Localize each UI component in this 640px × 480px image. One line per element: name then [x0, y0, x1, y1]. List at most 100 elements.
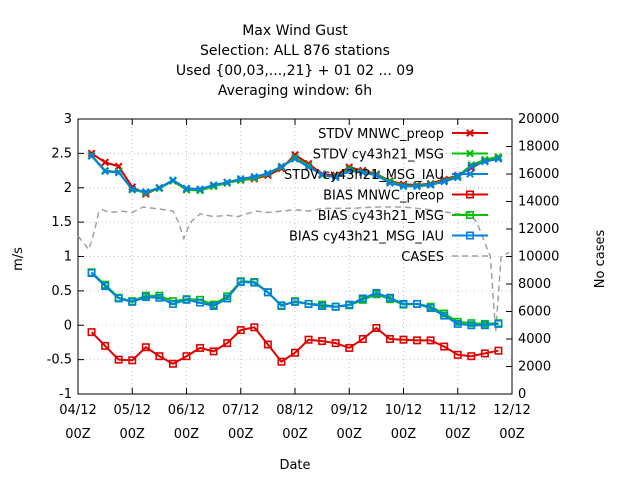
- data-point: [413, 299, 422, 308]
- data-point: [277, 357, 286, 366]
- legend-item: STDV cy43h21_MSG: [313, 148, 488, 163]
- data-point: [290, 348, 299, 357]
- data-point: [413, 182, 421, 191]
- x-axis-label: Date: [279, 458, 310, 473]
- x-tick-label: 00Z: [65, 427, 91, 442]
- data-point: [101, 341, 110, 350]
- x-tick-label: 00Z: [445, 427, 471, 442]
- data-point: [168, 299, 177, 308]
- data-point: [114, 355, 123, 364]
- y2-tick-label: 8000: [518, 277, 551, 292]
- x-tick-label: 00Z: [282, 427, 308, 442]
- data-point: [372, 288, 381, 297]
- data-point: [263, 288, 272, 297]
- y2-tick-label: 0: [518, 387, 526, 402]
- data-series: [77, 149, 510, 368]
- data-point: [426, 304, 435, 313]
- y2-tick-label: 14000: [518, 195, 559, 210]
- y2-tick-label: 6000: [518, 305, 551, 320]
- data-point: [426, 336, 435, 345]
- data-point: [467, 352, 476, 361]
- legend-item: BIAS MNWC_preop: [323, 189, 488, 204]
- x-tick-label: 06/12: [168, 403, 205, 418]
- title-line: Selection: ALL 876 stations: [200, 43, 390, 59]
- data-point: [250, 278, 259, 287]
- series-line: [90, 326, 499, 365]
- data-point: [399, 182, 408, 191]
- data-point: [304, 335, 313, 344]
- data-point: [155, 183, 164, 192]
- data-point: [413, 336, 422, 345]
- x-tick-label: 00Z: [228, 427, 254, 442]
- x-tick-label: 04/12: [59, 403, 96, 418]
- data-point: [223, 178, 232, 187]
- data-point: [331, 339, 340, 348]
- data-point: [236, 174, 245, 183]
- legend-marker: [465, 231, 474, 240]
- legend-label: STDV cy43h21_MSG_IAU: [284, 168, 444, 183]
- y-tick-label: 1: [64, 250, 72, 265]
- data-point: [87, 268, 96, 277]
- y-axis-label: m/s: [11, 247, 26, 271]
- x-tick-label: 00Z: [120, 427, 146, 442]
- x-tick-label: 00Z: [499, 427, 525, 442]
- legend-label: BIAS cy43h21_MSG_IAU: [289, 230, 444, 245]
- data-point: [223, 294, 232, 303]
- data-point: [453, 173, 462, 182]
- data-point: [209, 181, 218, 189]
- x-tick-label: 05/12: [114, 403, 151, 418]
- data-point: [236, 326, 245, 335]
- y2-axis-ticks: 0 2000 4000 6000 8000 10000 12000 14000 16000 180…: [506, 112, 559, 402]
- y-tick-label: 0: [64, 318, 72, 333]
- data-point: [440, 311, 449, 320]
- y-tick-label: -0.5: [47, 353, 72, 368]
- data-point: [345, 166, 354, 175]
- legend-label: BIAS MNWC_preop: [323, 189, 444, 204]
- data-point: [358, 294, 367, 303]
- legend-label: STDV MNWC_preop: [318, 127, 444, 142]
- data-point: [223, 339, 232, 348]
- data-point: [250, 172, 259, 181]
- data-point: [141, 187, 150, 196]
- x-tick-label: 00Z: [391, 427, 417, 442]
- data-point: [494, 154, 503, 163]
- legend-marker: [466, 149, 474, 158]
- y2-tick-label: 12000: [518, 222, 559, 237]
- x-tick-label: 09/12: [331, 403, 368, 418]
- data-point: [114, 294, 123, 303]
- y2-tick-label: 16000: [518, 167, 559, 182]
- data-point: [385, 293, 394, 302]
- data-point: [318, 170, 327, 179]
- data-point: [426, 181, 435, 189]
- y-tick-label: -1: [59, 387, 72, 402]
- data-point: [480, 321, 489, 330]
- data-point: [196, 298, 205, 307]
- data-point: [304, 299, 313, 308]
- data-point: [101, 167, 110, 176]
- data-point: [399, 335, 408, 344]
- data-point: [304, 163, 313, 172]
- data-point: [494, 319, 503, 328]
- legend-marker: [466, 129, 474, 137]
- y2-tick-label: 20000: [518, 112, 559, 127]
- data-point: [128, 356, 137, 365]
- data-point: [236, 277, 245, 286]
- data-point: [358, 334, 367, 343]
- data-point: [155, 293, 164, 302]
- series-bias-cy43h21-msg-iau: [87, 268, 503, 330]
- data-point: [182, 352, 191, 361]
- series-line: [77, 206, 510, 333]
- data-point: [250, 323, 259, 332]
- data-point: [480, 157, 489, 166]
- y2-tick-label: 4000: [518, 332, 551, 347]
- series-stdv-cy43h21-msg-iau: [87, 152, 503, 196]
- data-point: [101, 282, 110, 291]
- title-line: Averaging window: 6h: [218, 83, 372, 99]
- y2-axis-label: No cases: [593, 230, 608, 289]
- data-point: [277, 162, 286, 171]
- legend-item: STDV MNWC_preop: [318, 127, 488, 142]
- data-point: [399, 299, 408, 308]
- legend-item: BIAS cy43h21_MSG_IAU: [289, 230, 488, 245]
- data-point: [141, 343, 150, 352]
